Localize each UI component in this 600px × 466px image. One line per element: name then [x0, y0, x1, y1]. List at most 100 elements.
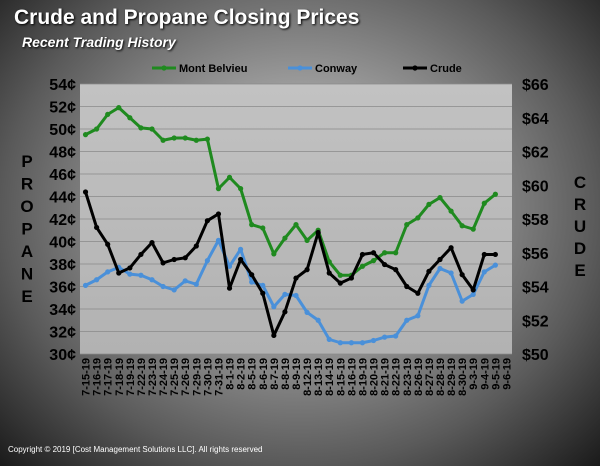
left-axis-ticks: 30¢ 32¢ 34¢ 36¢ 38¢ 40¢ 42¢ 44¢ 46¢ 48¢ 50¢ 52¢ 54¢ — [49, 77, 76, 364]
mont-belvieu-point — [492, 191, 498, 197]
conway-point — [249, 279, 255, 285]
crude-point — [215, 211, 222, 217]
x-tick-label: 9-4-19 — [479, 358, 491, 390]
conway-point — [105, 269, 111, 275]
crude-point — [171, 256, 177, 263]
x-tick-label: 9-5-19 — [490, 358, 502, 390]
mont-belvieu-point — [304, 237, 310, 243]
x-tick-label: 8-12-19 — [302, 358, 314, 396]
x-tick-label: 7-29-19 — [191, 358, 203, 396]
crude-point — [404, 283, 410, 290]
conway-point — [315, 317, 321, 323]
x-tick-label: 7-15-19 — [81, 358, 93, 396]
conway-point — [370, 337, 377, 344]
mont-belvieu-point — [404, 222, 410, 228]
left-tick-label: 54¢ — [49, 77, 76, 94]
crude-point — [260, 290, 266, 296]
conway-point — [82, 282, 89, 288]
right-tick-label: $58 — [522, 212, 549, 229]
mont-belvieu-point — [470, 226, 476, 232]
x-tick-label: 8-26-19 — [413, 358, 425, 396]
x-tick-label: 7-23-19 — [147, 358, 159, 396]
conway-point — [304, 309, 310, 315]
conway-point — [282, 291, 288, 297]
x-tick-label: 8-1-19 — [225, 358, 237, 390]
x-tick-label: 7-22-19 — [136, 358, 148, 396]
right-tick-label: $56 — [522, 246, 549, 263]
conway-point — [271, 304, 277, 310]
conway-point — [348, 340, 354, 346]
right-axis-ticks: $50 $52 $54 $56 $58 $60 $62 $64 $66 — [522, 77, 549, 364]
conway-point — [127, 271, 133, 277]
conway-point — [492, 262, 498, 268]
x-tick-label: 7-24-19 — [158, 358, 170, 396]
mont-belvieu-point — [337, 272, 343, 278]
crude-point — [393, 267, 399, 273]
mont-belvieu-point — [226, 174, 233, 180]
left-tick-label: 52¢ — [49, 100, 76, 117]
crude-point — [271, 332, 277, 339]
x-tick-label: 7-16-19 — [92, 358, 104, 396]
x-tick-label: 8-21-19 — [380, 358, 392, 396]
conway-point — [193, 281, 199, 287]
conway-point — [359, 340, 366, 346]
copyright-text: Copyright © 2019 [Cost Management Soluti… — [8, 445, 263, 454]
crude-point — [182, 255, 188, 261]
conway-point — [415, 313, 421, 319]
mont-belvieu-point — [82, 132, 89, 138]
crude-point — [304, 267, 310, 273]
mont-belvieu-point — [127, 115, 133, 121]
crude-point — [326, 270, 332, 276]
crude-point — [149, 240, 155, 246]
right-tick-label: $66 — [522, 77, 549, 94]
mont-belvieu-point — [182, 135, 188, 141]
x-tick-label: 8-9-19 — [291, 358, 303, 390]
x-tick-label: 8-8-19 — [280, 358, 292, 390]
conway-point — [481, 269, 487, 275]
mont-belvieu-point — [138, 125, 144, 131]
crude-point — [105, 241, 111, 247]
mont-belvieu-point — [359, 263, 366, 269]
crude-point — [127, 265, 133, 271]
right-tick-label: $64 — [522, 111, 549, 128]
mont-belvieu-line — [84, 106, 497, 277]
x-tick-label: 8-27-19 — [424, 358, 436, 396]
mont-belvieu-point — [415, 215, 421, 221]
chart-subtitle: Recent Trading History — [22, 34, 176, 50]
left-tick-label: 34¢ — [49, 302, 76, 319]
crude-point — [193, 243, 199, 249]
x-tick-label: 8-23-19 — [402, 358, 414, 396]
left-tick-label: 46¢ — [49, 167, 76, 184]
mont-belvieu-point — [171, 135, 177, 141]
crude-point — [293, 275, 299, 281]
conway-point — [204, 258, 210, 264]
x-tick-label: 7-18-19 — [114, 358, 126, 396]
x-tick-label: 7-25-19 — [169, 358, 181, 396]
mont-belvieu-legend-label: Mont Belvieu — [179, 63, 247, 75]
conway-point — [470, 291, 476, 297]
x-tick-label: 7-17-19 — [103, 358, 115, 396]
crude-point — [226, 285, 233, 291]
conway-point — [149, 277, 155, 283]
mont-belvieu-point — [149, 126, 155, 132]
chart-title: Crude and Propane Closing Prices — [14, 6, 360, 29]
mont-belvieu-point — [193, 137, 199, 143]
crude-point — [348, 275, 354, 281]
x-tick-label: 9-6-19 — [501, 358, 513, 390]
mont-belvieu-point — [260, 225, 266, 231]
conway-point — [215, 237, 222, 243]
x-tick-label: 7-30-19 — [202, 358, 214, 396]
crude-legend-label: Crude — [430, 63, 462, 75]
left-tick-label: 48¢ — [49, 145, 76, 162]
conway-point — [404, 317, 410, 323]
conway-point — [293, 292, 299, 299]
mont-belvieu-point — [293, 222, 299, 228]
conway-point — [393, 333, 399, 339]
crude-point — [204, 218, 210, 224]
left-tick-label: 38¢ — [49, 257, 76, 274]
crude-point — [370, 250, 377, 256]
